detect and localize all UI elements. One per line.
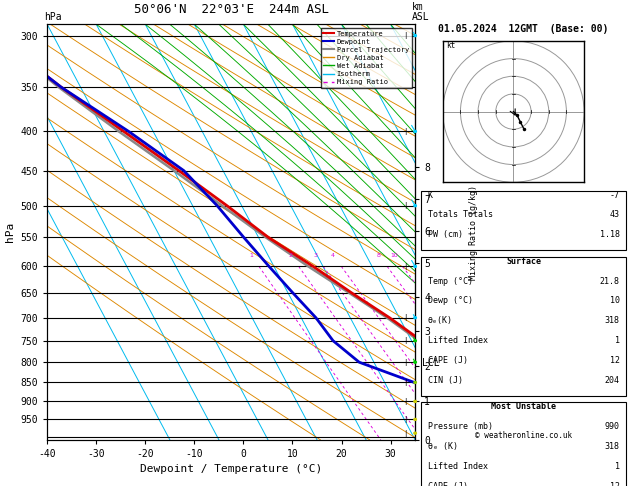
Text: km
ASL: km ASL [412, 2, 430, 22]
X-axis label: Dewpoint / Temperature (°C): Dewpoint / Temperature (°C) [140, 465, 322, 474]
Text: 10: 10 [391, 253, 398, 258]
Text: 4: 4 [331, 253, 335, 258]
Text: PW (cm): PW (cm) [428, 230, 462, 240]
Text: 990: 990 [604, 422, 620, 432]
Bar [421, 402, 626, 486]
Text: hPa: hPa [44, 12, 62, 22]
Bar [421, 257, 626, 396]
Text: |: | [404, 263, 407, 270]
Text: Temp (°C): Temp (°C) [428, 277, 472, 286]
Text: 1: 1 [615, 462, 620, 471]
Text: 10: 10 [610, 296, 620, 306]
Text: |: | [404, 314, 407, 321]
Text: 50°06'N  22°03'E  244m ASL: 50°06'N 22°03'E 244m ASL [133, 2, 329, 16]
Text: |: | [404, 32, 407, 39]
Text: CIN (J): CIN (J) [428, 376, 462, 385]
Text: CAPE (J): CAPE (J) [428, 482, 467, 486]
Text: 204: 204 [604, 376, 620, 385]
Text: kt: kt [447, 41, 455, 50]
Text: Lifted Index: Lifted Index [428, 336, 487, 346]
Text: 1: 1 [249, 253, 253, 258]
Text: Pressure (mb): Pressure (mb) [428, 422, 493, 432]
Text: -7: -7 [610, 191, 620, 200]
Text: θₑ(K): θₑ(K) [428, 316, 452, 326]
Text: 318: 318 [604, 316, 620, 326]
Text: 318: 318 [604, 442, 620, 451]
Text: © weatheronline.co.uk: © weatheronline.co.uk [475, 431, 572, 440]
Text: Lifted Index: Lifted Index [428, 462, 487, 471]
Text: θₑ (K): θₑ (K) [428, 442, 457, 451]
Text: Most Unstable: Most Unstable [491, 402, 556, 412]
Text: |: | [404, 430, 407, 436]
Text: |: | [404, 337, 407, 344]
Text: CAPE (J): CAPE (J) [428, 356, 467, 365]
Text: |: | [404, 416, 407, 423]
Text: |: | [404, 128, 407, 135]
Text: 8: 8 [377, 253, 381, 258]
Legend: Temperature, Dewpoint, Parcel Trajectory, Dry Adiabat, Wet Adiabat, Isotherm, Mi: Temperature, Dewpoint, Parcel Trajectory… [321, 28, 411, 88]
Text: LCL: LCL [422, 359, 440, 368]
Text: 21.8: 21.8 [599, 277, 620, 286]
Text: Surface: Surface [506, 257, 541, 265]
Text: |: | [404, 379, 407, 386]
Text: 12: 12 [610, 356, 620, 365]
Text: 01.05.2024  12GMT  (Base: 00): 01.05.2024 12GMT (Base: 00) [438, 24, 609, 35]
Text: Totals Totals: Totals Totals [428, 210, 493, 220]
Text: |: | [404, 359, 407, 365]
Text: 43: 43 [610, 210, 620, 220]
Text: 12: 12 [610, 482, 620, 486]
Text: |: | [404, 202, 407, 209]
Text: K: K [428, 191, 433, 200]
Bar [421, 191, 626, 250]
Text: 1.18: 1.18 [599, 230, 620, 240]
Text: |: | [404, 398, 407, 405]
Y-axis label: hPa: hPa [5, 222, 15, 242]
Text: 3: 3 [313, 253, 317, 258]
Text: Dewp (°C): Dewp (°C) [428, 296, 472, 306]
Text: 2: 2 [289, 253, 292, 258]
Text: 1: 1 [615, 336, 620, 346]
Y-axis label: Mixing Ratio (g/kg): Mixing Ratio (g/kg) [469, 185, 478, 279]
